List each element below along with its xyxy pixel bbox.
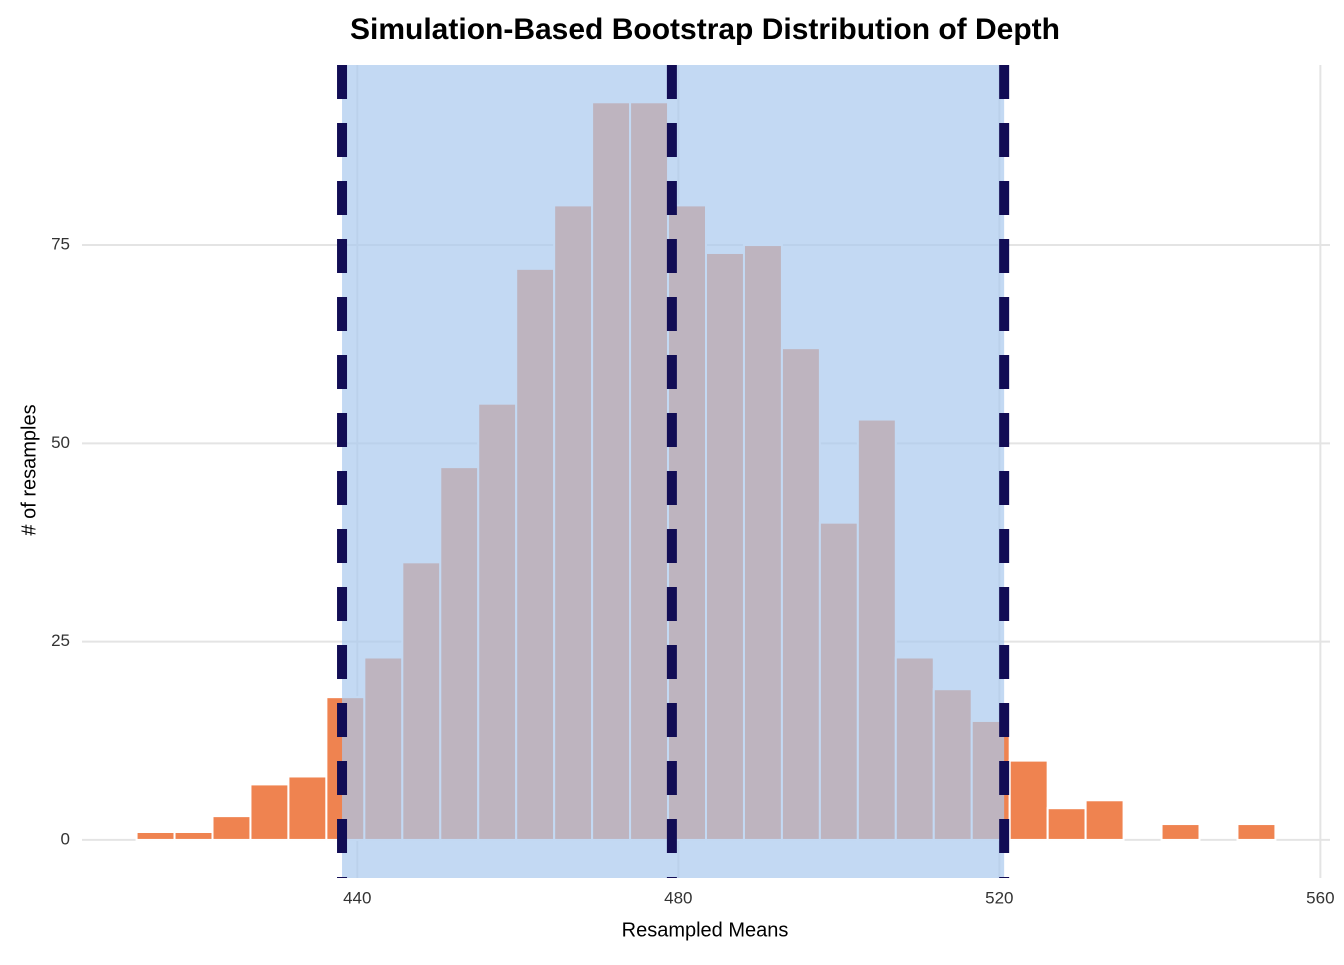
x-tick-label: 560 xyxy=(1306,888,1334,907)
y-axis-label: # of resamples xyxy=(18,404,40,535)
bar xyxy=(173,830,214,841)
y-tick-label: 0 xyxy=(61,829,70,848)
x-tick-label: 520 xyxy=(985,888,1013,907)
bar xyxy=(1008,759,1049,841)
bar xyxy=(249,783,290,841)
bar xyxy=(287,775,328,841)
y-tick-label: 50 xyxy=(51,433,70,452)
bar xyxy=(135,830,176,841)
bar xyxy=(1046,807,1087,841)
bar xyxy=(211,815,252,841)
y-tick-label: 75 xyxy=(51,235,70,254)
x-tick-label: 440 xyxy=(343,888,371,907)
x-tick-label: 480 xyxy=(664,888,692,907)
bar xyxy=(1084,799,1125,841)
x-axis-label: Resampled Means xyxy=(622,919,789,941)
bar xyxy=(1236,823,1277,841)
bar xyxy=(1160,823,1201,841)
y-tick-label: 25 xyxy=(51,631,70,650)
chart-title: Simulation-Based Bootstrap Distribution … xyxy=(350,13,1060,46)
